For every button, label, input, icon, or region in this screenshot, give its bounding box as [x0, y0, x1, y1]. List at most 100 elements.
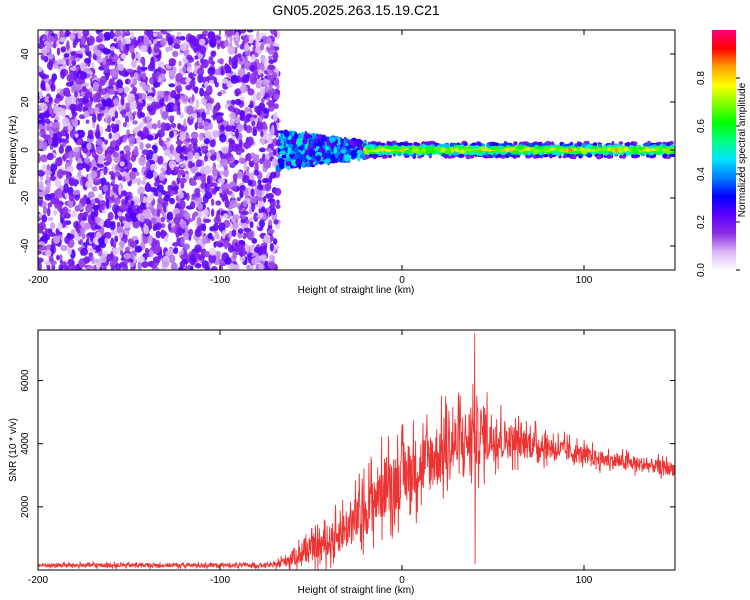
spectrogram-y-tick-label: 40 [20, 48, 31, 60]
spectrogram-cell [669, 145, 675, 149]
spectrogram-cell [624, 142, 631, 146]
spectrogram-cell [249, 100, 254, 108]
spectrogram-x-tick-label: -200 [28, 275, 48, 286]
spectrogram-cell [219, 258, 224, 267]
spectrogram-cell [92, 114, 97, 123]
spectrogram-cell [130, 154, 137, 162]
spectrogram-cell [153, 81, 161, 88]
spectrogram-cell [183, 118, 187, 128]
spectrogram-cell [175, 140, 184, 145]
spectrogram-cell [93, 208, 99, 217]
spectrogram-cell [203, 138, 211, 145]
spectrogram-cell [150, 101, 158, 110]
spectrogram-cell [47, 43, 51, 54]
spectrogram-cell [572, 151, 577, 155]
spectrogram-cell [200, 173, 206, 183]
spectrogram-cell [106, 253, 112, 262]
spectrogram-cell [243, 161, 248, 172]
spectrogram-cell [171, 225, 177, 233]
spectrogram-cell [224, 256, 232, 265]
spectrogram-cell [505, 147, 510, 152]
spectrogram-cell [576, 150, 580, 154]
spectrogram-cell [443, 154, 449, 159]
spectrogram-cell [209, 38, 217, 48]
spectrogram-cell [266, 43, 271, 48]
spectrogram-cell [268, 55, 273, 61]
spectrogram-cell [197, 67, 205, 76]
spectrogram-cell [489, 141, 493, 146]
spectrogram-cell [118, 216, 127, 222]
spectrogram-cell [38, 234, 41, 241]
spectrogram-cell [470, 145, 475, 149]
spectrogram-cell [99, 126, 104, 136]
spectrogram-cell [498, 143, 503, 147]
spectrogram-cell [46, 164, 51, 172]
spectrogram-cell [477, 142, 482, 146]
colorbar-tick-label: 0.2 [696, 215, 707, 229]
spectrogram-cell [54, 177, 62, 188]
spectrogram-cell [169, 197, 176, 205]
colorbar-tick-label: 0.6 [696, 119, 707, 133]
colorbar-tick-label: 0.4 [696, 167, 707, 181]
spectrogram-cell [150, 163, 158, 170]
spectrogram-cell [228, 139, 235, 145]
spectrogram-cell [273, 103, 279, 109]
spectrogram-cell [232, 250, 237, 260]
spectrogram-cell [122, 136, 127, 143]
spectrogram-cell [177, 123, 182, 130]
spectrogram-cell [87, 129, 94, 137]
spectrogram-cell [38, 42, 44, 50]
spectrogram-cell [110, 229, 118, 236]
spectrogram-cell [602, 147, 606, 151]
spectrogram-cell [99, 80, 106, 86]
spectrogram-cell [341, 146, 347, 151]
spectrogram-cell [189, 181, 198, 186]
spectrogram-cell [91, 186, 98, 192]
spectrogram-cell [269, 254, 275, 262]
spectrogram-cell [485, 152, 489, 157]
spectrogram-cell [146, 196, 154, 202]
spectrogram-cell [260, 97, 265, 104]
spectrogram-cell [441, 147, 445, 153]
spectrogram-cell [80, 247, 89, 256]
spectrogram-cell [571, 154, 577, 160]
spectrogram-cell [130, 31, 134, 40]
spectrogram-cell [232, 222, 239, 230]
spectrogram-cell [117, 211, 123, 217]
spectrogram-cell [145, 181, 151, 191]
spectrogram-cell [204, 95, 212, 101]
spectrogram-cell [244, 34, 249, 44]
spectrogram-cell [49, 192, 56, 198]
spectrogram-cell [253, 156, 260, 165]
spectrogram-cell [214, 231, 219, 240]
spectrogram-cell [181, 94, 189, 103]
spectrogram-cell [209, 247, 216, 256]
spectrogram-cell [106, 145, 114, 156]
spectrogram-cell [147, 63, 155, 72]
spectrogram-cell [415, 150, 422, 154]
spectrogram-cell [219, 133, 227, 143]
spectrogram-cell [151, 73, 156, 79]
spectrogram-cell [129, 113, 134, 122]
spectrogram-cell [139, 214, 145, 223]
spectrogram-cell [39, 90, 43, 99]
spectrogram-cell [110, 173, 116, 180]
spectrogram-cell [215, 200, 222, 206]
spectrogram-cell [424, 149, 431, 154]
spectrogram-cell [96, 155, 104, 165]
spectrogram-cell [146, 169, 154, 180]
spectrogram-cell [631, 150, 637, 153]
spectrogram-cell [168, 83, 176, 88]
snr-y-tick-label: 6000 [20, 369, 31, 392]
spectrogram-cell [180, 146, 186, 152]
spectrogram-cell [232, 214, 241, 221]
spectrogram-cell [136, 136, 142, 145]
spectrogram-cell [161, 223, 166, 229]
spectrogram-cell [44, 169, 52, 176]
spectrogram-cell [220, 67, 224, 76]
spectrogram-cell [66, 40, 70, 51]
spectrogram-cell [191, 195, 196, 201]
spectrogram-cell [111, 68, 119, 78]
spectrogram-cell [264, 182, 272, 192]
